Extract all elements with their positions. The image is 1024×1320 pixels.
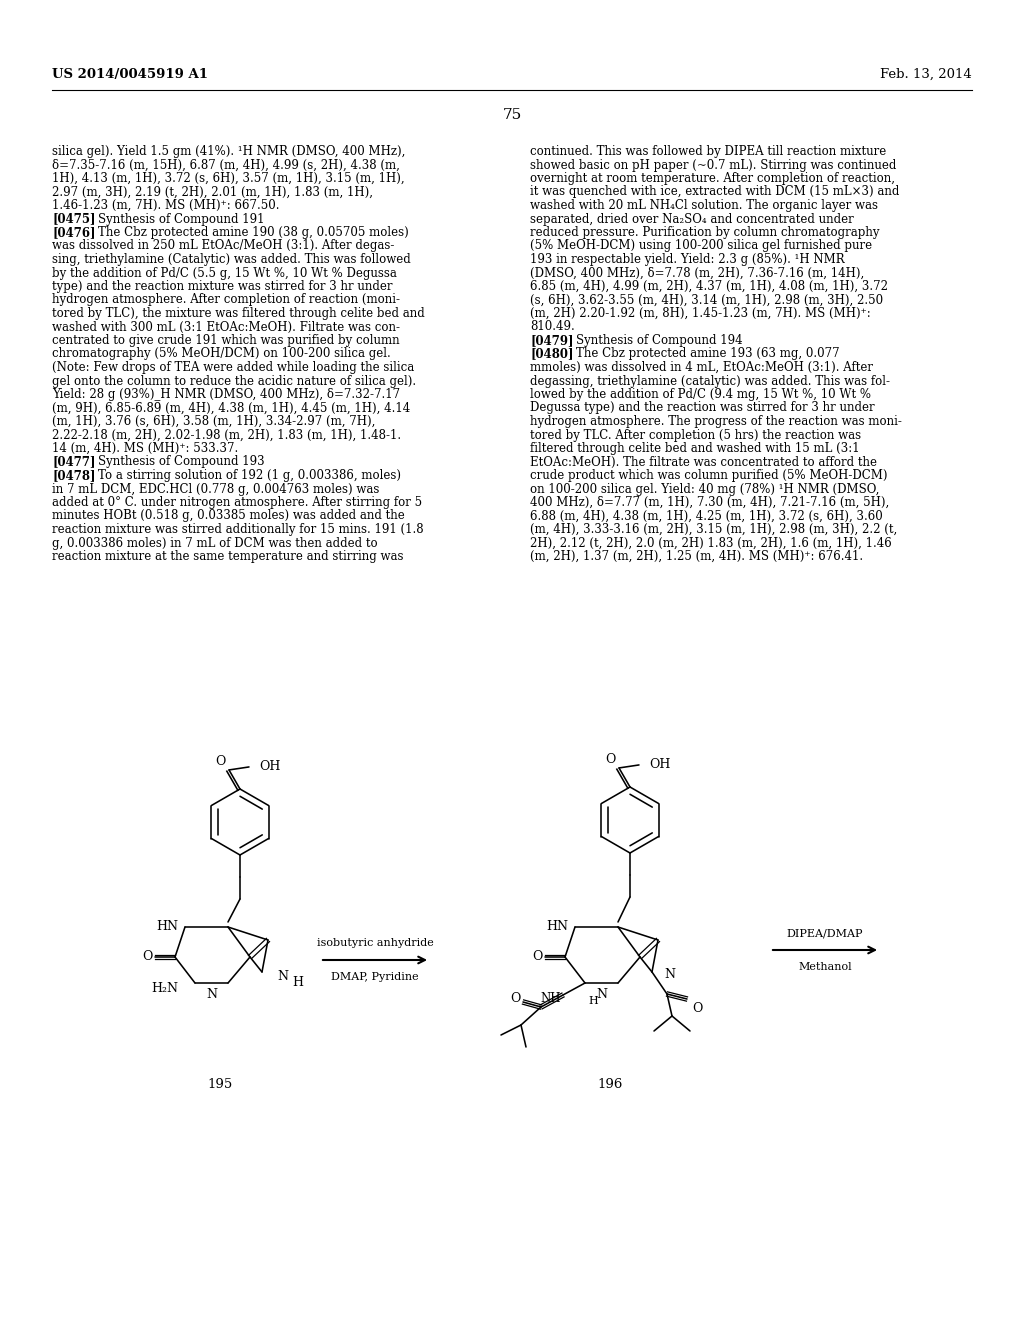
Text: [0478]: [0478] bbox=[52, 469, 95, 482]
Text: (s, 6H), 3.62-3.55 (m, 4H), 3.14 (m, 1H), 2.98 (m, 3H), 2.50: (s, 6H), 3.62-3.55 (m, 4H), 3.14 (m, 1H)… bbox=[530, 293, 883, 306]
Text: O: O bbox=[531, 950, 542, 964]
Text: overnight at room temperature. After completion of reaction,: overnight at room temperature. After com… bbox=[530, 172, 895, 185]
Text: HN: HN bbox=[156, 920, 178, 933]
Text: Degussa type) and the reaction was stirred for 3 hr under: Degussa type) and the reaction was stirr… bbox=[530, 401, 874, 414]
Text: (m, 9H), 6.85-6.89 (m, 4H), 4.38 (m, 1H), 4.45 (m, 1H), 4.14: (m, 9H), 6.85-6.89 (m, 4H), 4.38 (m, 1H)… bbox=[52, 401, 411, 414]
Text: separated, dried over Na₂SO₄ and concentrated under: separated, dried over Na₂SO₄ and concent… bbox=[530, 213, 854, 226]
Text: O: O bbox=[692, 1002, 702, 1015]
Text: (DMSO, 400 MHz), δ=7.78 (m, 2H), 7.36-7.16 (m, 14H),: (DMSO, 400 MHz), δ=7.78 (m, 2H), 7.36-7.… bbox=[530, 267, 864, 280]
Text: O: O bbox=[510, 993, 520, 1006]
Text: reduced pressure. Purification by column chromatography: reduced pressure. Purification by column… bbox=[530, 226, 880, 239]
Text: N: N bbox=[596, 989, 607, 1002]
Text: 75: 75 bbox=[503, 108, 521, 121]
Text: [0475]: [0475] bbox=[52, 213, 95, 226]
Text: minutes HOBt (0.518 g, 0.03385 moles) was added and the: minutes HOBt (0.518 g, 0.03385 moles) wa… bbox=[52, 510, 404, 523]
Text: Feb. 13, 2014: Feb. 13, 2014 bbox=[881, 69, 972, 81]
Text: (m, 1H), 3.76 (s, 6H), 3.58 (m, 1H), 3.34-2.97 (m, 7H),: (m, 1H), 3.76 (s, 6H), 3.58 (m, 1H), 3.3… bbox=[52, 414, 376, 428]
Text: hydrogen atmosphere. After completion of reaction (moni-: hydrogen atmosphere. After completion of… bbox=[52, 293, 400, 306]
Text: showed basic on pH paper (~0.7 mL). Stirring was continued: showed basic on pH paper (~0.7 mL). Stir… bbox=[530, 158, 896, 172]
Text: 6.88 (m, 4H), 4.38 (m, 1H), 4.25 (m, 1H), 3.72 (s, 6H), 3.60: 6.88 (m, 4H), 4.38 (m, 1H), 4.25 (m, 1H)… bbox=[530, 510, 883, 523]
Text: HN: HN bbox=[546, 920, 568, 933]
Text: 2.97 (m, 3H), 2.19 (t, 2H), 2.01 (m, 1H), 1.83 (m, 1H),: 2.97 (m, 3H), 2.19 (t, 2H), 2.01 (m, 1H)… bbox=[52, 186, 373, 198]
Text: degassing, triethylamine (catalytic) was added. This was fol-: degassing, triethylamine (catalytic) was… bbox=[530, 375, 890, 388]
Text: N: N bbox=[206, 989, 217, 1002]
Text: O: O bbox=[605, 754, 615, 767]
Text: [0480]: [0480] bbox=[530, 347, 573, 360]
Text: silica gel). Yield 1.5 gm (41%). ¹H NMR (DMSO, 400 MHz),: silica gel). Yield 1.5 gm (41%). ¹H NMR … bbox=[52, 145, 406, 158]
Text: US 2014/0045919 A1: US 2014/0045919 A1 bbox=[52, 69, 208, 81]
Text: washed with 300 mL (3:1 EtOAc:MeOH). Filtrate was con-: washed with 300 mL (3:1 EtOAc:MeOH). Fil… bbox=[52, 321, 400, 334]
Text: by the addition of Pd/C (5.5 g, 15 Wt %, 10 Wt % Degussa: by the addition of Pd/C (5.5 g, 15 Wt %,… bbox=[52, 267, 397, 280]
Text: chromatography (5% MeOH/DCM) on 100-200 silica gel.: chromatography (5% MeOH/DCM) on 100-200 … bbox=[52, 347, 391, 360]
Text: Methanol: Methanol bbox=[798, 962, 852, 972]
Text: continued. This was followed by DIPEA till reaction mixture: continued. This was followed by DIPEA ti… bbox=[530, 145, 886, 158]
Text: 2H), 2.12 (t, 2H), 2.0 (m, 2H) 1.83 (m, 2H), 1.6 (m, 1H), 1.46: 2H), 2.12 (t, 2H), 2.0 (m, 2H) 1.83 (m, … bbox=[530, 536, 892, 549]
Text: added at 0° C. under nitrogen atmosphere. After stirring for 5: added at 0° C. under nitrogen atmosphere… bbox=[52, 496, 422, 510]
Text: 1.46-1.23 (m, 7H). MS (MH)⁺: 667.50.: 1.46-1.23 (m, 7H). MS (MH)⁺: 667.50. bbox=[52, 199, 280, 213]
Text: 196: 196 bbox=[597, 1078, 623, 1092]
Text: 2.22-2.18 (m, 2H), 2.02-1.98 (m, 2H), 1.83 (m, 1H), 1.48-1.: 2.22-2.18 (m, 2H), 2.02-1.98 (m, 2H), 1.… bbox=[52, 429, 401, 441]
Text: (m, 4H), 3.33-3.16 (m, 2H), 3.15 (m, 1H), 2.98 (m, 3H), 2.2 (t,: (m, 4H), 3.33-3.16 (m, 2H), 3.15 (m, 1H)… bbox=[530, 523, 897, 536]
Text: EtOAc:MeOH). The filtrate was concentrated to afford the: EtOAc:MeOH). The filtrate was concentrat… bbox=[530, 455, 877, 469]
Text: [0476]: [0476] bbox=[52, 226, 95, 239]
Text: washed with 20 mL NH₄Cl solution. The organic layer was: washed with 20 mL NH₄Cl solution. The or… bbox=[530, 199, 878, 213]
Text: The Cbz protected amine 193 (63 mg, 0.077: The Cbz protected amine 193 (63 mg, 0.07… bbox=[561, 347, 840, 360]
Text: [0479]: [0479] bbox=[530, 334, 573, 347]
Text: N: N bbox=[278, 970, 288, 983]
Text: crude product which was column purified (5% MeOH-DCM): crude product which was column purified … bbox=[530, 469, 888, 482]
Text: H: H bbox=[292, 975, 303, 989]
Text: Synthesis of Compound 191: Synthesis of Compound 191 bbox=[83, 213, 264, 226]
Text: Synthesis of Compound 193: Synthesis of Compound 193 bbox=[83, 455, 265, 469]
Text: 14 (m, 4H). MS (MH)⁺: 533.37.: 14 (m, 4H). MS (MH)⁺: 533.37. bbox=[52, 442, 239, 455]
Text: 810.49.: 810.49. bbox=[530, 321, 574, 334]
Text: tored by TLC. After completion (5 hrs) the reaction was: tored by TLC. After completion (5 hrs) t… bbox=[530, 429, 861, 441]
Text: type) and the reaction mixture was stirred for 3 hr under: type) and the reaction mixture was stirr… bbox=[52, 280, 392, 293]
Text: 1H), 4.13 (m, 1H), 3.72 (s, 6H), 3.57 (m, 1H), 3.15 (m, 1H),: 1H), 4.13 (m, 1H), 3.72 (s, 6H), 3.57 (m… bbox=[52, 172, 404, 185]
Text: To a stirring solution of 192 (1 g, 0.003386, moles): To a stirring solution of 192 (1 g, 0.00… bbox=[83, 469, 401, 482]
Text: N: N bbox=[664, 969, 675, 982]
Text: Synthesis of Compound 194: Synthesis of Compound 194 bbox=[561, 334, 742, 347]
Text: (m, 2H), 1.37 (m, 2H), 1.25 (m, 4H). MS (MH)⁺: 676.41.: (m, 2H), 1.37 (m, 2H), 1.25 (m, 4H). MS … bbox=[530, 550, 863, 564]
Text: O: O bbox=[215, 755, 225, 768]
Text: 195: 195 bbox=[208, 1078, 232, 1092]
Text: g, 0.003386 moles) in 7 mL of DCM was then added to: g, 0.003386 moles) in 7 mL of DCM was th… bbox=[52, 536, 378, 549]
Text: [0477]: [0477] bbox=[52, 455, 95, 469]
Text: filtered through celite bed and washed with 15 mL (3:1: filtered through celite bed and washed w… bbox=[530, 442, 859, 455]
Text: (5% MeOH-DCM) using 100-200 silica gel furnished pure: (5% MeOH-DCM) using 100-200 silica gel f… bbox=[530, 239, 872, 252]
Text: reaction mixture was stirred additionally for 15 mins. 191 (1.8: reaction mixture was stirred additionall… bbox=[52, 523, 424, 536]
Text: 193 in respectable yield. Yield: 2.3 g (85%). ¹H NMR: 193 in respectable yield. Yield: 2.3 g (… bbox=[530, 253, 845, 267]
Text: was dissolved in 250 mL EtOAc/MeOH (3:1). After degas-: was dissolved in 250 mL EtOAc/MeOH (3:1)… bbox=[52, 239, 394, 252]
Text: NH: NH bbox=[541, 993, 561, 1006]
Text: OH: OH bbox=[259, 760, 281, 774]
Text: O: O bbox=[141, 950, 153, 964]
Text: sing, triethylamine (Catalytic) was added. This was followed: sing, triethylamine (Catalytic) was adde… bbox=[52, 253, 411, 267]
Text: The Cbz protected amine 190 (38 g, 0.05705 moles): The Cbz protected amine 190 (38 g, 0.057… bbox=[83, 226, 409, 239]
Text: in 7 mL DCM, EDC.HCl (0.778 g, 0.004763 moles) was: in 7 mL DCM, EDC.HCl (0.778 g, 0.004763 … bbox=[52, 483, 379, 495]
Text: lowed by the addition of Pd/C (9.4 mg, 15 Wt %, 10 Wt %: lowed by the addition of Pd/C (9.4 mg, 1… bbox=[530, 388, 871, 401]
Text: centrated to give crude 191 which was purified by column: centrated to give crude 191 which was pu… bbox=[52, 334, 399, 347]
Text: tored by TLC), the mixture was filtered through celite bed and: tored by TLC), the mixture was filtered … bbox=[52, 308, 425, 319]
Text: 400 MHz), δ=7.77 (m, 1H), 7.30 (m, 4H), 7.21-7.16 (m, 5H),: 400 MHz), δ=7.77 (m, 1H), 7.30 (m, 4H), … bbox=[530, 496, 889, 510]
Text: reaction mixture at the same temperature and stirring was: reaction mixture at the same temperature… bbox=[52, 550, 403, 564]
Text: δ=7.35-7.16 (m, 15H), 6.87 (m, 4H), 4.99 (s, 2H), 4.38 (m,: δ=7.35-7.16 (m, 15H), 6.87 (m, 4H), 4.99… bbox=[52, 158, 400, 172]
Text: DMAP, Pyridine: DMAP, Pyridine bbox=[331, 972, 419, 982]
Text: DIPEA/DMAP: DIPEA/DMAP bbox=[786, 928, 863, 939]
Text: on 100-200 silica gel. Yield: 40 mg (78%) ¹H NMR (DMSO,: on 100-200 silica gel. Yield: 40 mg (78%… bbox=[530, 483, 880, 495]
Text: 6.85 (m, 4H), 4.99 (m, 2H), 4.37 (m, 1H), 4.08 (m, 1H), 3.72: 6.85 (m, 4H), 4.99 (m, 2H), 4.37 (m, 1H)… bbox=[530, 280, 888, 293]
Text: OH: OH bbox=[649, 759, 671, 771]
Text: (Note: Few drops of TEA were added while loading the silica: (Note: Few drops of TEA were added while… bbox=[52, 360, 415, 374]
Text: isobutyric anhydride: isobutyric anhydride bbox=[316, 939, 433, 948]
Text: H: H bbox=[588, 997, 598, 1006]
Text: hydrogen atmosphere. The progress of the reaction was moni-: hydrogen atmosphere. The progress of the… bbox=[530, 414, 902, 428]
Text: (m, 2H) 2.20-1.92 (m, 8H), 1.45-1.23 (m, 7H). MS (MH)⁺:: (m, 2H) 2.20-1.92 (m, 8H), 1.45-1.23 (m,… bbox=[530, 308, 870, 319]
Text: H₂N: H₂N bbox=[152, 982, 178, 994]
Text: Yield: 28 g (93%)_H NMR (DMSO, 400 MHz), δ=7.32-7.17: Yield: 28 g (93%)_H NMR (DMSO, 400 MHz),… bbox=[52, 388, 400, 401]
Text: it was quenched with ice, extracted with DCM (15 mL×3) and: it was quenched with ice, extracted with… bbox=[530, 186, 899, 198]
Text: mmoles) was dissolved in 4 mL, EtOAc:MeOH (3:1). After: mmoles) was dissolved in 4 mL, EtOAc:MeO… bbox=[530, 360, 873, 374]
Text: gel onto the column to reduce the acidic nature of silica gel).: gel onto the column to reduce the acidic… bbox=[52, 375, 416, 388]
